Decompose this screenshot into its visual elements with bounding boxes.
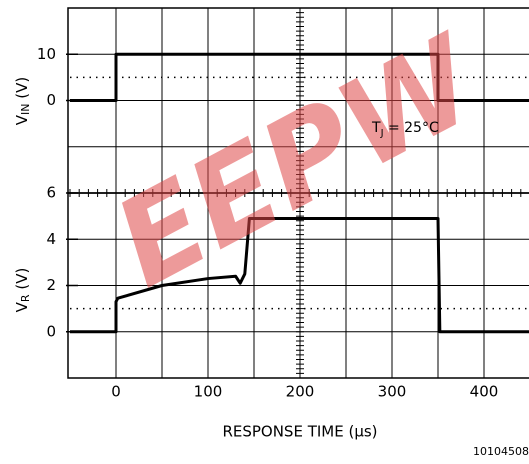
y-tick-label: 10 <box>37 45 56 63</box>
panel-frame <box>67 7 529 194</box>
annotation-rest: = 25°C <box>384 120 439 136</box>
x-tick-label: 0 <box>111 383 121 401</box>
x-tick-label: 400 <box>470 383 499 401</box>
label-main: V <box>13 114 31 125</box>
x-axis-label: RESPONSE TIME (μs) <box>222 423 377 441</box>
y-tick-label: 0 <box>46 91 56 109</box>
label-main: V <box>13 301 31 312</box>
y-axis-label: VR (V) <box>13 268 33 313</box>
annotation: TJ = 25°C <box>371 120 439 139</box>
annotation-sub: J <box>380 128 384 139</box>
annotation-main: T <box>371 120 381 136</box>
x-tick-label: 200 <box>286 383 315 401</box>
y-axis-label: VIN (V) <box>13 77 33 125</box>
label-sub: R <box>19 294 32 302</box>
label-rest: (V) <box>13 77 31 104</box>
part-number: 10104508 <box>473 445 529 458</box>
x-tick-label: 100 <box>194 383 223 401</box>
y-tick-label: 2 <box>46 276 56 294</box>
x-tick-label: 300 <box>378 383 407 401</box>
label-rest: (V) <box>13 268 31 295</box>
y-tick-label: 6 <box>46 184 56 202</box>
y-tick-label: 4 <box>46 230 56 248</box>
y-tick-label: 0 <box>46 322 56 340</box>
label-sub: IN <box>19 103 32 114</box>
